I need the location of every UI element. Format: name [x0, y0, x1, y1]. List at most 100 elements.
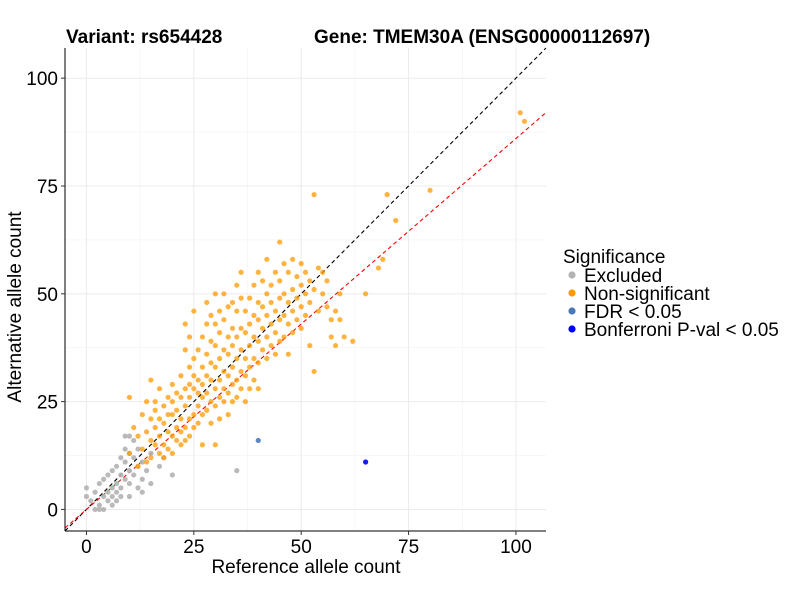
point-non-significant [152, 442, 158, 448]
point-non-significant [178, 373, 184, 379]
point-excluded [118, 493, 124, 500]
point-excluded [131, 437, 137, 444]
point-non-significant [517, 110, 523, 116]
grid [65, 48, 546, 531]
point-excluded [96, 502, 102, 508]
point-non-significant [148, 377, 154, 383]
point-non-significant [229, 399, 236, 405]
point-non-significant [337, 291, 343, 297]
point-non-significant [186, 416, 193, 422]
point-non-significant [204, 299, 210, 306]
point-non-significant [332, 308, 339, 314]
y-axis-ticks: 0 25 50 75 100 [26, 69, 65, 521]
point-non-significant [169, 411, 175, 418]
point-excluded [135, 446, 141, 452]
point-non-significant [156, 450, 163, 456]
point-non-significant [165, 411, 171, 418]
point-non-significant [195, 390, 201, 396]
point-non-significant [247, 342, 253, 349]
point-non-significant [165, 394, 171, 400]
point-non-significant [152, 407, 158, 413]
point-non-significant [242, 355, 248, 362]
point-excluded [118, 455, 124, 461]
point-non-significant [268, 299, 274, 306]
point-non-significant [148, 416, 154, 422]
point-non-significant [143, 399, 150, 405]
point-non-significant [337, 317, 343, 323]
point-non-significant [191, 424, 197, 431]
point-non-significant [174, 390, 180, 396]
point-non-significant [212, 442, 218, 448]
point-excluded [109, 493, 115, 500]
point-non-significant [259, 304, 266, 310]
point-non-significant [242, 308, 248, 314]
point-non-significant [174, 437, 180, 444]
point-non-significant [251, 334, 257, 340]
point-non-significant [217, 308, 223, 314]
point-non-significant [238, 269, 244, 275]
point-non-significant [259, 325, 266, 331]
point-non-significant [375, 265, 382, 271]
point-non-significant [195, 420, 201, 426]
point-non-significant [281, 261, 287, 267]
point-non-significant [182, 321, 188, 327]
point-non-significant [208, 377, 214, 383]
point-non-significant [234, 377, 240, 383]
point-non-significant [255, 360, 261, 366]
point-excluded [105, 472, 111, 478]
point-excluded [139, 459, 145, 465]
point-non-significant [212, 386, 218, 392]
point-non-significant [169, 381, 175, 387]
point-non-significant [152, 399, 158, 405]
point-non-significant [272, 308, 279, 314]
point-non-significant [294, 295, 300, 301]
x-tick-label: 75 [398, 537, 419, 558]
point-non-significant [191, 373, 197, 379]
point-non-significant [195, 347, 201, 353]
point-non-significant [186, 364, 193, 370]
point-non-significant [341, 334, 347, 340]
point-non-significant [204, 373, 210, 379]
y-tick-label: 0 [47, 500, 58, 521]
point-non-significant [156, 433, 163, 439]
point-non-significant [195, 377, 201, 383]
point-non-significant [199, 364, 206, 370]
y-tick-label: 75 [37, 177, 58, 198]
point-non-significant [182, 347, 188, 353]
x-tick-label: 0 [81, 537, 92, 558]
point-non-significant [384, 192, 390, 198]
point-non-significant [302, 291, 309, 297]
point-non-significant [320, 291, 326, 297]
y-tick-label: 100 [26, 69, 58, 90]
point-non-significant [238, 368, 244, 375]
point-non-significant [298, 325, 304, 331]
point-non-significant [204, 321, 210, 327]
point-non-significant [126, 394, 133, 400]
point-excluded [88, 498, 94, 504]
point-excluded [101, 493, 107, 500]
point-excluded [148, 450, 154, 456]
point-non-significant [298, 282, 304, 288]
point-excluded [118, 485, 124, 491]
point-non-significant [264, 334, 270, 340]
point-non-significant [290, 308, 296, 314]
point-non-significant [161, 455, 167, 461]
y-tick-label: 25 [37, 393, 58, 414]
point-non-significant [302, 312, 309, 318]
point-non-significant [225, 351, 231, 357]
point-excluded [92, 506, 98, 513]
point-excluded [122, 433, 128, 439]
point-excluded [234, 468, 240, 474]
point-excluded [83, 485, 90, 491]
point-non-significant [277, 295, 283, 301]
point-non-significant [208, 338, 214, 344]
point-non-significant [191, 411, 197, 418]
point-non-significant [178, 416, 184, 422]
point-non-significant [290, 286, 296, 293]
point-excluded [122, 459, 128, 465]
point-non-significant [234, 308, 240, 314]
point-non-significant [139, 446, 145, 452]
x-tick-label: 100 [500, 537, 532, 558]
point-non-significant [182, 403, 188, 409]
point-non-significant [268, 282, 274, 288]
